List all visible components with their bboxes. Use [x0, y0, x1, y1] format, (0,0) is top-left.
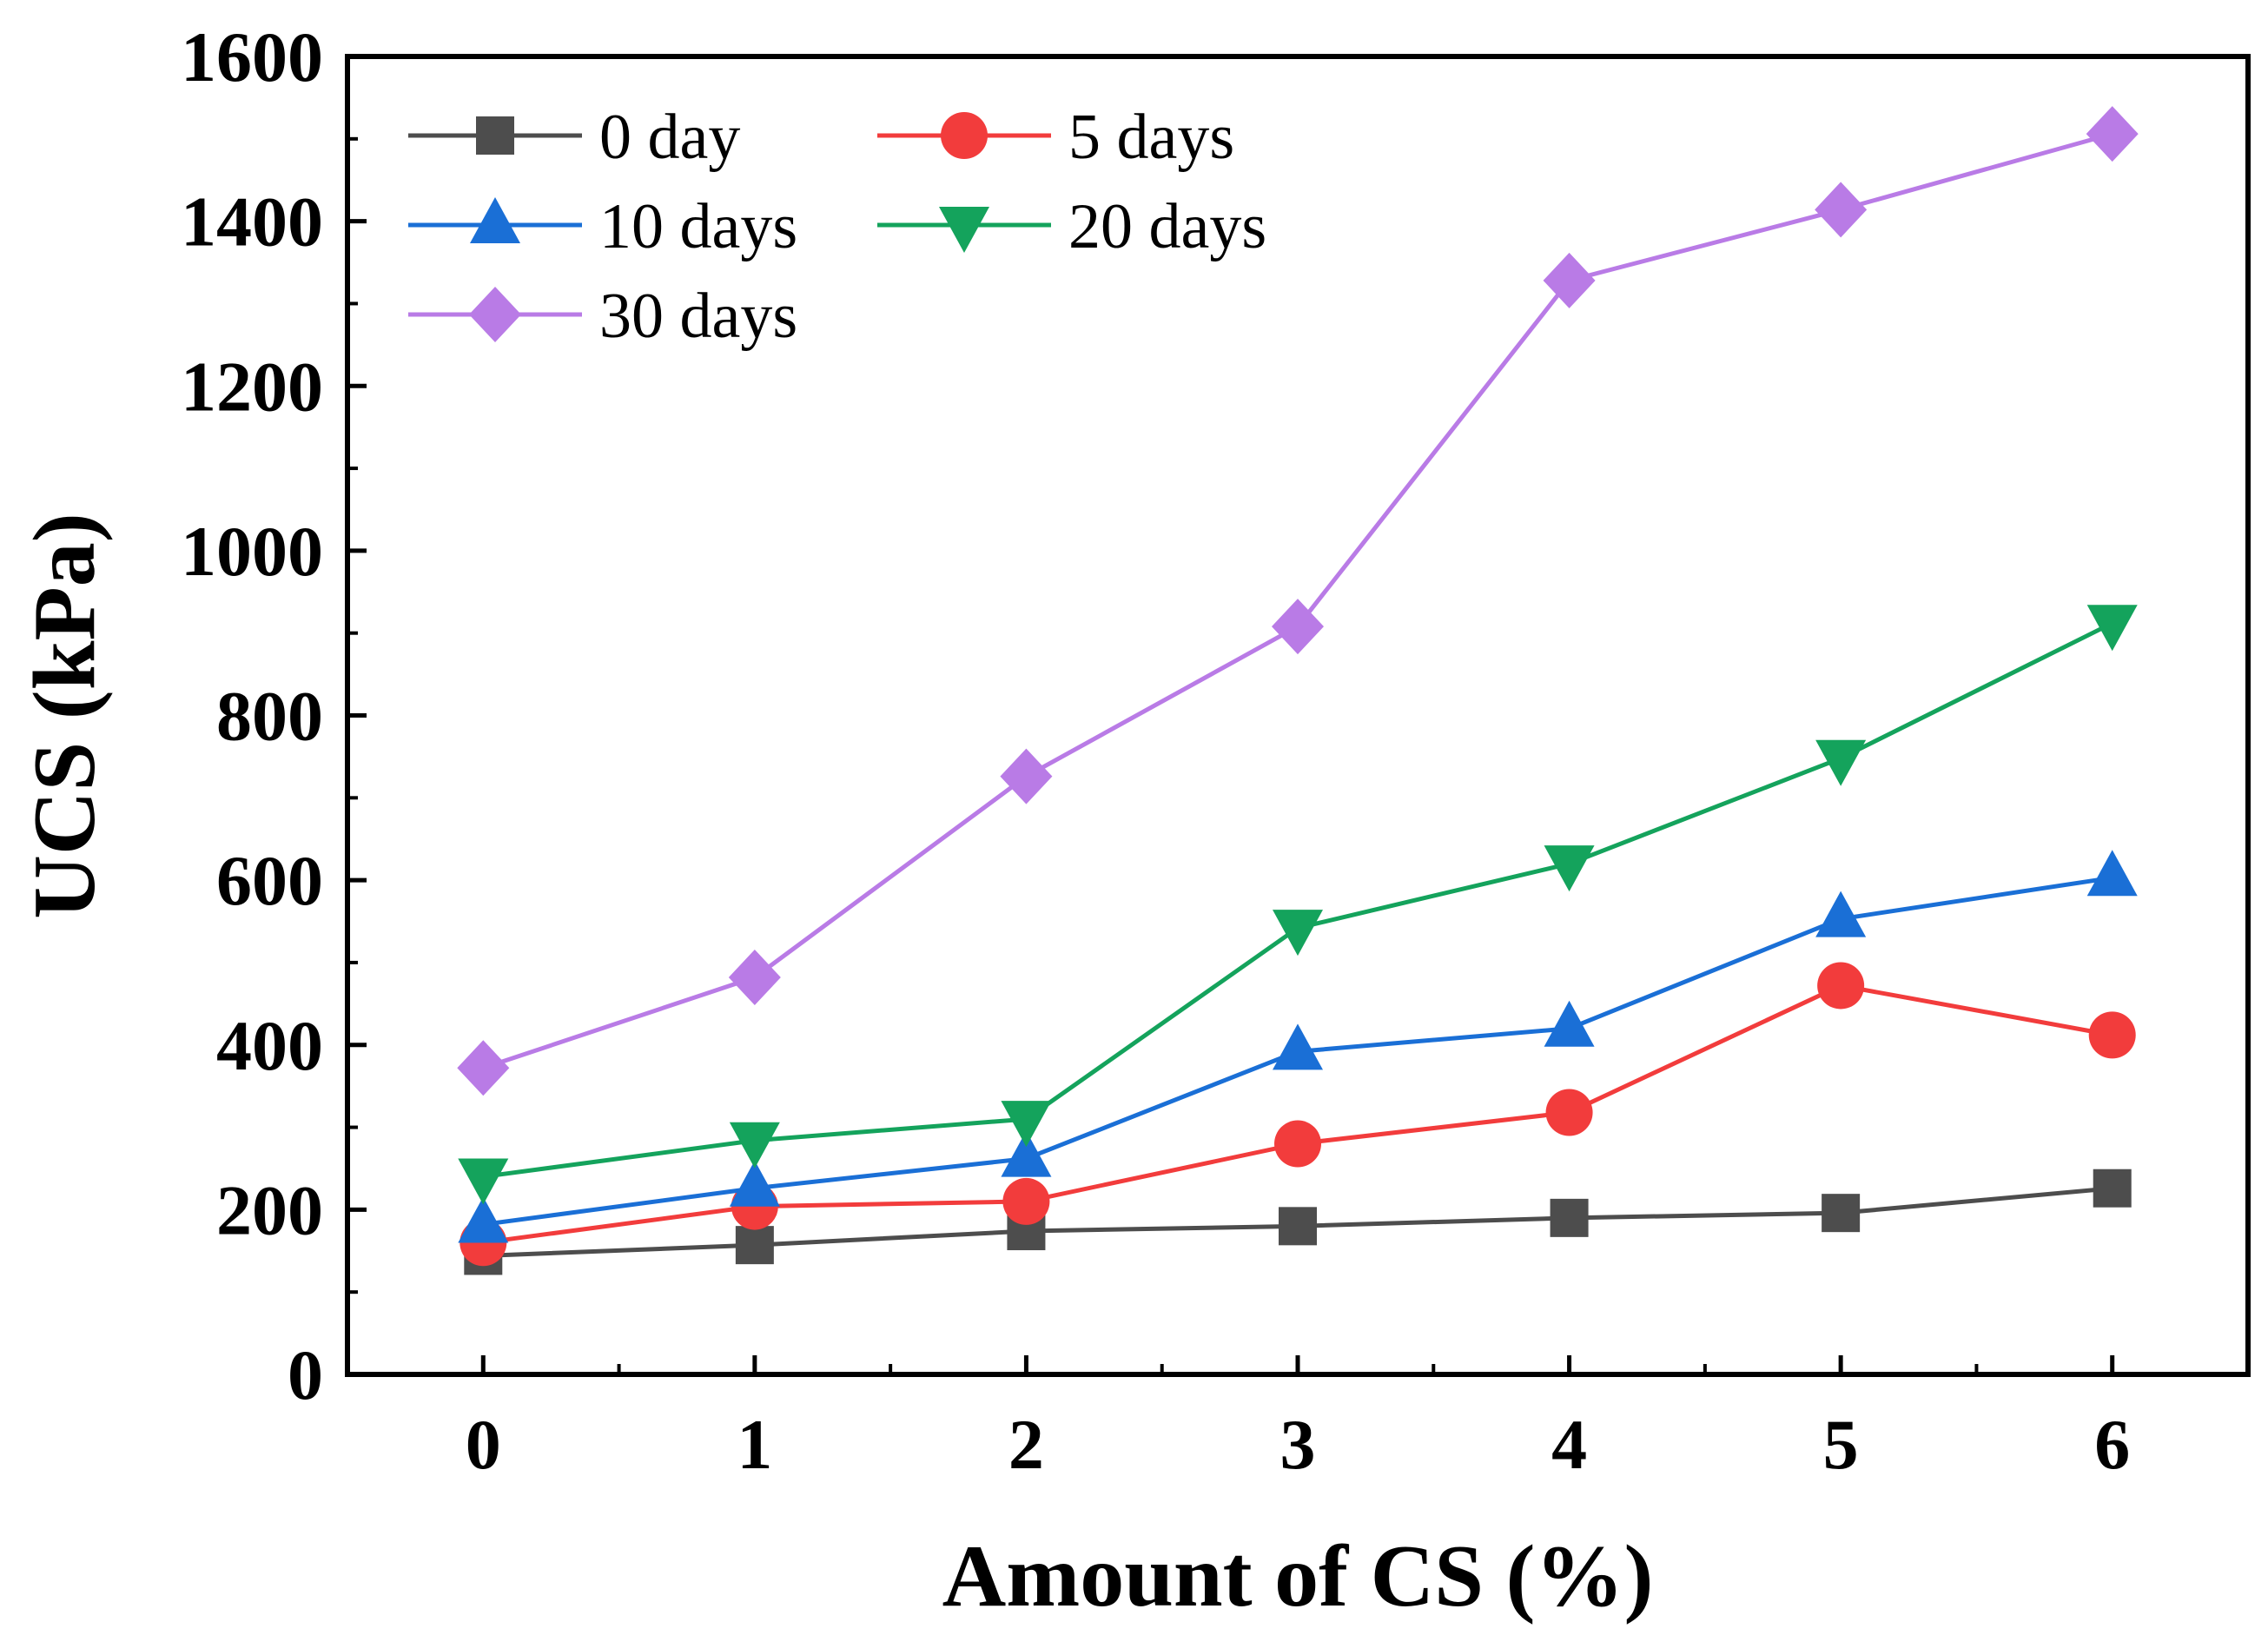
legend-label: 10 days [599, 191, 797, 262]
legend: 0 day 5 days 10 days 20 days 30 days [408, 102, 1266, 352]
y-tick-label: 200 [216, 1170, 323, 1249]
data-point [735, 1226, 774, 1265]
data-point [1817, 962, 1865, 1010]
data-point [2093, 1169, 2132, 1208]
data-point [728, 950, 781, 1006]
data-point [1545, 1089, 1593, 1136]
data-point [458, 1196, 509, 1243]
data-point [457, 1040, 510, 1096]
y-axis-title: UCS (kPa) [16, 513, 114, 919]
data-point [1543, 252, 1596, 308]
legend-marker [469, 287, 521, 342]
legend-label: 5 days [1068, 102, 1234, 173]
y-tick-label: 600 [216, 841, 323, 920]
legend-item: 30 days [408, 281, 797, 352]
series-30-days [457, 106, 2139, 1096]
legend-marker [470, 197, 520, 243]
data-point [1273, 1023, 1323, 1070]
plot-series [457, 106, 2139, 1275]
legend-marker [941, 112, 988, 159]
x-tick-label: 5 [1823, 1405, 1859, 1484]
data-point [1000, 748, 1053, 804]
data-point [2088, 1011, 2136, 1059]
x-tick-label: 3 [1280, 1405, 1316, 1484]
data-point [1002, 1177, 1050, 1225]
y-tick-label: 0 [288, 1335, 323, 1414]
data-point [1550, 1198, 1589, 1237]
data-point [1273, 910, 1323, 957]
y-tick-label: 1400 [181, 182, 323, 262]
legend-marker [476, 116, 514, 155]
legend-marker [939, 207, 989, 253]
data-point [1001, 1130, 1052, 1177]
data-point [1272, 599, 1324, 655]
data-point [458, 1158, 509, 1205]
data-point [1279, 1207, 1317, 1246]
data-point [1822, 1194, 1861, 1233]
legend-label: 30 days [599, 281, 797, 352]
y-tick-label: 1600 [181, 17, 323, 96]
data-point [1544, 1000, 1595, 1047]
legend-item: 5 days [877, 102, 1234, 173]
x-tick-label: 4 [1551, 1405, 1587, 1484]
plot-frame [345, 54, 2251, 1377]
x-axis-title: Amount of CS (%) [942, 1527, 1654, 1625]
data-point [1274, 1120, 1321, 1168]
legend-item: 0 day [408, 102, 740, 173]
data-point [729, 1122, 780, 1169]
y-tick-label: 400 [216, 1006, 323, 1085]
data-point [1815, 891, 1867, 937]
y-tick-label: 800 [216, 677, 323, 756]
legend-item: 10 days [408, 191, 797, 262]
data-point [1544, 845, 1595, 892]
data-point [2086, 850, 2138, 897]
legend-item: 20 days [877, 191, 1266, 262]
data-point [729, 1160, 780, 1207]
y-tick-label: 1200 [181, 347, 323, 426]
axis-ticks: 0 200 400 600 800 1000 1200 1400 1600 0 1 2 3 4 5 6 [181, 17, 2130, 1484]
data-point [1815, 182, 1868, 238]
legend-label: 20 days [1068, 191, 1266, 262]
x-tick-label: 2 [1008, 1405, 1044, 1484]
y-tick-label: 1000 [181, 512, 323, 591]
series-20-days [458, 605, 2138, 1205]
x-tick-label: 0 [466, 1405, 501, 1484]
data-point [2086, 106, 2139, 162]
x-tick-label: 1 [737, 1405, 772, 1484]
data-point [1001, 1101, 1052, 1148]
legend-label: 0 day [599, 102, 740, 173]
data-point [2086, 605, 2138, 652]
x-tick-label: 6 [2094, 1405, 2130, 1484]
data-point [1815, 739, 1867, 786]
series-10-days [458, 850, 2138, 1243]
